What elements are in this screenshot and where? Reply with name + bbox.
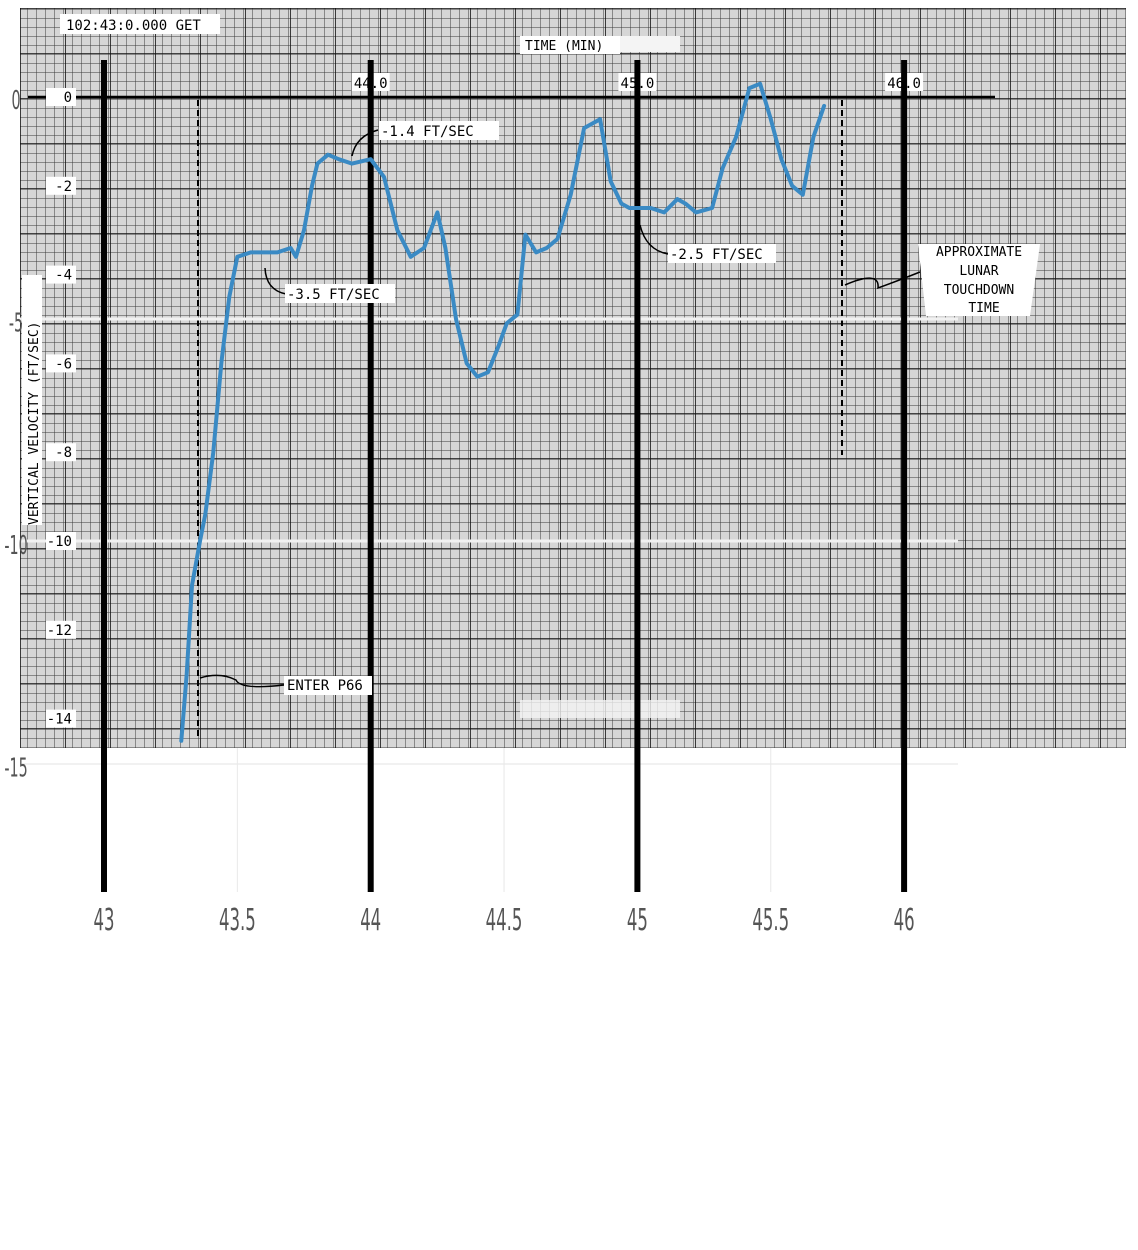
annotation-enter-p66: ENTER P66 [199, 674, 372, 695]
annotation-minus-1-4: -1.4 FT/SEC [351, 121, 499, 157]
paper-y-tick-label: -6 [55, 356, 72, 372]
graph-paper [20, 8, 1126, 765]
outer-y-tick-label: -5 [9, 308, 23, 338]
outer-y-tick-labels: 0 -5 -10 -15 [4, 85, 27, 782]
outer-x-tick-label: 45.5 [752, 903, 789, 938]
outer-x-tick-label: 43 [94, 903, 115, 938]
x-axis-title: TIME (MIN) [520, 36, 620, 54]
paper-y-tick-box [46, 176, 76, 195]
paper-y-tick-label: -12 [47, 623, 72, 639]
paper-y-tick-box [46, 620, 76, 639]
touchdown-line-4: TIME [968, 301, 999, 316]
header-text: 102:43:0.000 GET [66, 18, 201, 34]
paper-y-tick-box [46, 443, 76, 462]
paper-y-tick-box [46, 532, 76, 550]
annotation-minus-2-5: -2.5 FT/SEC [639, 224, 776, 263]
touchdown-line-3: TOUCHDOWN [944, 283, 1014, 298]
y-axis-title: VERTICAL VELOCITY (FT/SEC) [22, 275, 42, 525]
outer-x-tick-label: 43.5 [219, 903, 256, 938]
annotation-enter-p66-text: ENTER P66 [287, 678, 363, 694]
annotation-minus-3-5: -3.5 FT/SEC [264, 267, 395, 303]
paper-y-tick-label: 0 [64, 90, 72, 106]
outer-y-tick-label: -10 [4, 530, 27, 560]
outer-x-tick-label: 44.5 [486, 903, 523, 938]
outer-x-tick-label: 44 [360, 903, 381, 938]
outer-y-tick-label: -15 [4, 753, 27, 783]
scan-white-patch [620, 36, 680, 52]
annotation-minus-3-5-text: -3.5 FT/SEC [287, 287, 380, 303]
graph-paper-major-grid [20, 8, 1126, 748]
annotation-minus-1-4-text: -1.4 FT/SEC [381, 124, 474, 140]
annotation-minus-2-5-text: -2.5 FT/SEC [670, 247, 763, 263]
paper-y-tick-labels: 0 -2 -4 -6 -8 -10 -12 -14 [46, 88, 76, 728]
outer-x-tick-labels: 43 43.5 44 44.5 45 45.5 46 [94, 903, 915, 938]
touchdown-line-1: APPROXIMATE [936, 245, 1022, 260]
scan-white-patch [520, 700, 680, 718]
paper-y-tick-label: -14 [47, 712, 72, 728]
paper-y-tick-box [46, 354, 76, 373]
outer-x-tick-label: 46 [894, 903, 915, 938]
outer-y-tick-label: 0 [11, 85, 20, 115]
paper-y-tick-label: -2 [55, 179, 72, 195]
paper-y-tick-box [46, 265, 76, 284]
series-line [179, 81, 827, 743]
paper-y-tick-label: -10 [47, 534, 72, 550]
header-label: 102:43:0.000 GET [60, 14, 220, 34]
outer-x-tick-label: 45 [627, 903, 648, 938]
paper-y-tick-label: -4 [55, 268, 72, 284]
x-axis-title-text: TIME (MIN) [525, 39, 603, 54]
annotation-touchdown: APPROXIMATE LUNAR TOUCHDOWN TIME [844, 244, 1040, 316]
paper-y-tick-box [46, 88, 76, 106]
touchdown-line-2: LUNAR [959, 264, 998, 279]
paper-y-tick-label: -8 [55, 445, 72, 461]
y-axis-title-text: VERTICAL VELOCITY (FT/SEC) [27, 322, 42, 526]
paper-y-tick-box [46, 709, 76, 728]
outer-vertical-lines [101, 60, 908, 892]
